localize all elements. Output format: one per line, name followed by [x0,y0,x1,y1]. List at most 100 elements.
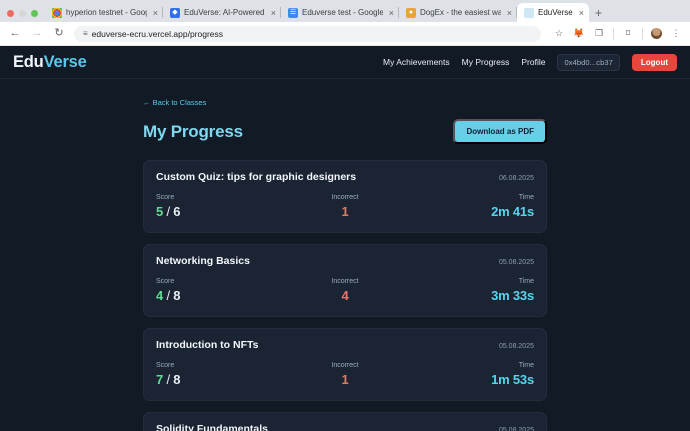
score-total: 8 [173,372,181,387]
card-stats: Score 7 / 8 Incorrect 1 Time 1m 53s [156,362,534,387]
progress-card[interactable]: Custom Quiz: tips for graphic designers … [143,160,547,233]
browser-menu-icon[interactable]: ⋮ [671,28,681,38]
download-as-pdf-button[interactable]: Download as PDF [453,119,547,144]
card-title: Custom Quiz: tips for graphic designers [156,171,357,183]
back-icon[interactable]: ← [9,27,21,39]
browser-tab-1[interactable]: ◆ EduVerse: AI-Powered Pe × [163,3,281,22]
card-date: 05.08.2025 [498,343,534,350]
browser-tab-3[interactable]: ● DogEx - the easiest way to tr × [399,3,517,22]
stat-time: Time 3m 33s [408,278,534,303]
stat-incorrect: Incorrect 1 [282,194,408,219]
tab-title: Eduverse test - Google Docs [302,8,383,17]
progress-card[interactable]: Introduction to NFTs 05.08.2025 Score 7 … [143,328,547,401]
card-title: Solidity Fundamentals [156,423,269,431]
score-correct: 5 [156,204,164,219]
stat-label-score: Score [156,278,175,285]
progress-card[interactable]: Solidity Fundamentals 05.08.2025 Score I… [143,412,547,431]
close-window-icon[interactable] [7,10,14,17]
score-total: 8 [173,288,181,303]
score-separator: / [166,288,170,303]
score-separator: / [166,204,170,219]
bookmark-star-icon[interactable]: ☆ [554,28,564,38]
toolbar-divider [613,27,614,40]
site-settings-icon[interactable]: ≡ [83,29,88,38]
tab-title: DogEx - the easiest way to tr [420,8,501,17]
card-date: 06.08.2025 [498,175,534,182]
stat-value-time: 1m 53s [491,372,534,387]
stat-value-score: 5 / 6 [156,204,282,219]
profile-avatar[interactable] [651,28,662,39]
app-logo[interactable]: EduVerse [13,53,87,72]
card-stats: Score 5 / 6 Incorrect 1 Time 2m 41s [156,194,534,219]
reload-icon[interactable]: ↻ [54,27,64,39]
stat-value-incorrect: 1 [341,372,349,387]
dogex-icon: ● [406,7,416,18]
card-header: Introduction to NFTs 05.08.2025 [156,339,534,351]
new-tab-button[interactable]: + [594,6,602,20]
url-text: eduverse-ecru.vercel.app/progress [91,28,224,39]
toolbar-divider [642,27,643,40]
card-title: Networking Basics [156,255,250,267]
close-tab-icon[interactable]: × [506,7,512,18]
address-bar[interactable]: ≡ eduverse-ecru.vercel.app/progress [74,25,541,42]
progress-card[interactable]: Networking Basics 05.08.2025 Score 4 / 8… [143,244,547,317]
app-navbar: EduVerse My Achievements My Progress Pro… [0,46,690,79]
card-date: 05.08.2025 [498,427,534,431]
page-title: My Progress [143,121,243,141]
stat-label-score: Score [156,362,175,369]
browser-tab-0[interactable]: hyperion testnet - Google Se × [45,3,163,22]
card-header: Solidity Fundamentals 05.08.2025 [156,423,534,431]
score-total: 6 [173,204,181,219]
score-separator: / [166,372,170,387]
stat-value-score: 7 / 8 [156,372,282,387]
nav-item-profile[interactable]: Profile [521,57,546,67]
card-header: Custom Quiz: tips for graphic designers … [156,171,534,183]
content-container: ← Back to Classes My Progress Download a… [143,92,547,431]
stat-score: Score 5 / 6 [156,194,282,219]
back-to-classes-link[interactable]: ← Back to Classes [143,98,207,107]
wallet-address-badge[interactable]: 0x4bd0...cb37 [557,53,620,71]
nav-item-my-progress[interactable]: My Progress [461,57,510,67]
tab-title: EduVerse: AI-Powered Pe [184,8,265,17]
eduverse-light-icon [524,7,534,18]
stat-label-incorrect: Incorrect [331,362,359,369]
google-docs-icon: ☰ [288,7,298,18]
minimize-window-icon[interactable] [19,10,26,17]
stat-label-score: Score [156,194,175,201]
nav-item-my-achievements[interactable]: My Achievements [383,57,450,67]
logo-text-edu: Edu [13,52,44,71]
share-icon[interactable]: ❐ [594,28,604,38]
logo-text-verse: Verse [43,52,87,71]
stat-value-incorrect: 4 [341,288,349,303]
extension-fox-icon[interactable]: 🦊 [573,28,585,38]
browser-toolbar: ← → ↻ ≡ eduverse-ecru.vercel.app/progres… [0,22,690,46]
page-header: My Progress Download as PDF [143,119,547,144]
browser-tab-4-active[interactable]: EduVerse × [517,3,589,22]
stat-time: Time 1m 53s [408,362,534,387]
maximize-window-icon[interactable] [31,10,38,17]
page-content: ← Back to Classes My Progress Download a… [0,79,690,431]
card-title: Introduction to NFTs [156,339,259,351]
close-tab-icon[interactable]: × [152,7,158,18]
stat-label-incorrect: Incorrect [331,194,359,201]
score-correct: 7 [156,372,164,387]
page-viewport: EduVerse My Achievements My Progress Pro… [0,46,690,431]
stat-time: Time 2m 41s [408,194,534,219]
close-tab-icon[interactable]: × [578,7,584,18]
close-tab-icon[interactable]: × [388,7,394,18]
logout-button[interactable]: Logout [631,53,677,71]
navbar-links: My Achievements My Progress Profile 0x4b… [383,53,677,71]
close-tab-icon[interactable]: × [270,7,276,18]
card-header: Networking Basics 05.08.2025 [156,255,534,267]
stat-incorrect: Incorrect 1 [282,362,408,387]
tab-title: EduVerse [538,8,573,17]
window-controls [4,10,45,22]
browser-tab-2[interactable]: ☰ Eduverse test - Google Docs × [281,3,399,22]
cast-icon[interactable]: ⌑ [625,28,631,38]
stat-value-time: 3m 33s [491,288,534,303]
stat-label-time: Time [518,194,534,201]
forward-icon[interactable]: → [31,27,43,39]
score-correct: 4 [156,288,164,303]
eduverse-icon: ◆ [170,7,180,18]
chrome-icon [52,7,62,18]
